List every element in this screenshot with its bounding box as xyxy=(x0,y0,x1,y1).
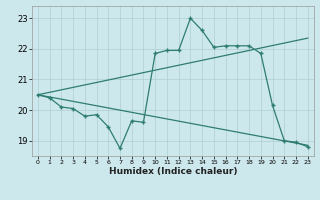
X-axis label: Humidex (Indice chaleur): Humidex (Indice chaleur) xyxy=(108,167,237,176)
